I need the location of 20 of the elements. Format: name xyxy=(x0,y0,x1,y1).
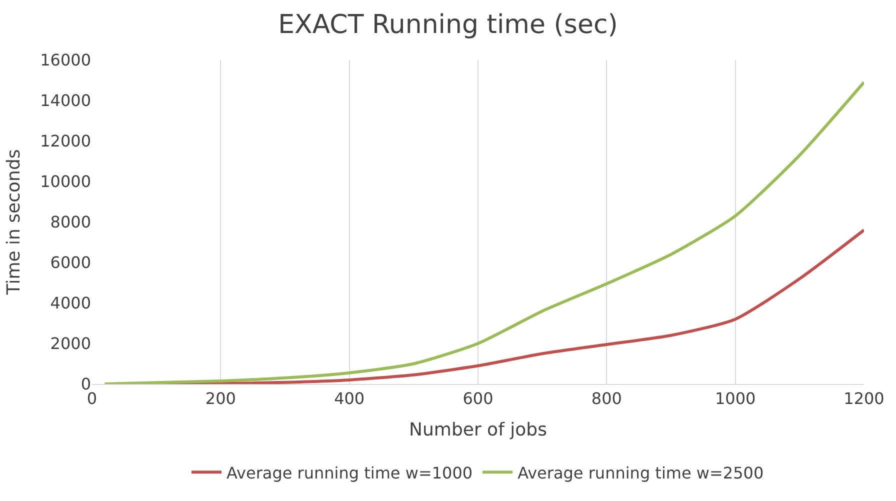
y-axis-title: Time in seconds xyxy=(3,149,24,296)
y-tick-label: 10000 xyxy=(40,172,91,192)
legend-label: Average running time w=1000 xyxy=(226,463,473,482)
x-tick-label: 1200 xyxy=(844,389,884,408)
x-tick-label: 800 xyxy=(591,389,622,408)
line-series xyxy=(103,80,864,384)
chart-title: EXACT Running time (sec) xyxy=(278,10,618,40)
x-tick-label: 400 xyxy=(334,389,365,408)
y-tick-label: 14000 xyxy=(40,91,91,110)
y-tick-label: 4000 xyxy=(50,294,91,313)
y-tick-label: 16000 xyxy=(40,50,91,70)
x-axis-title: Number of jobs xyxy=(409,419,547,440)
x-tick-label: 1000 xyxy=(714,389,756,408)
y-tick-label: 12000 xyxy=(40,132,91,151)
y-tick-label: 2000 xyxy=(50,334,91,354)
legend-label: Average running time w=2500 xyxy=(518,463,764,482)
x-tick-label: 200 xyxy=(205,389,236,408)
y-tick-label: 6000 xyxy=(50,253,91,272)
x-tick-label: 600 xyxy=(462,389,494,408)
y-tick-label: 8000 xyxy=(50,212,91,232)
